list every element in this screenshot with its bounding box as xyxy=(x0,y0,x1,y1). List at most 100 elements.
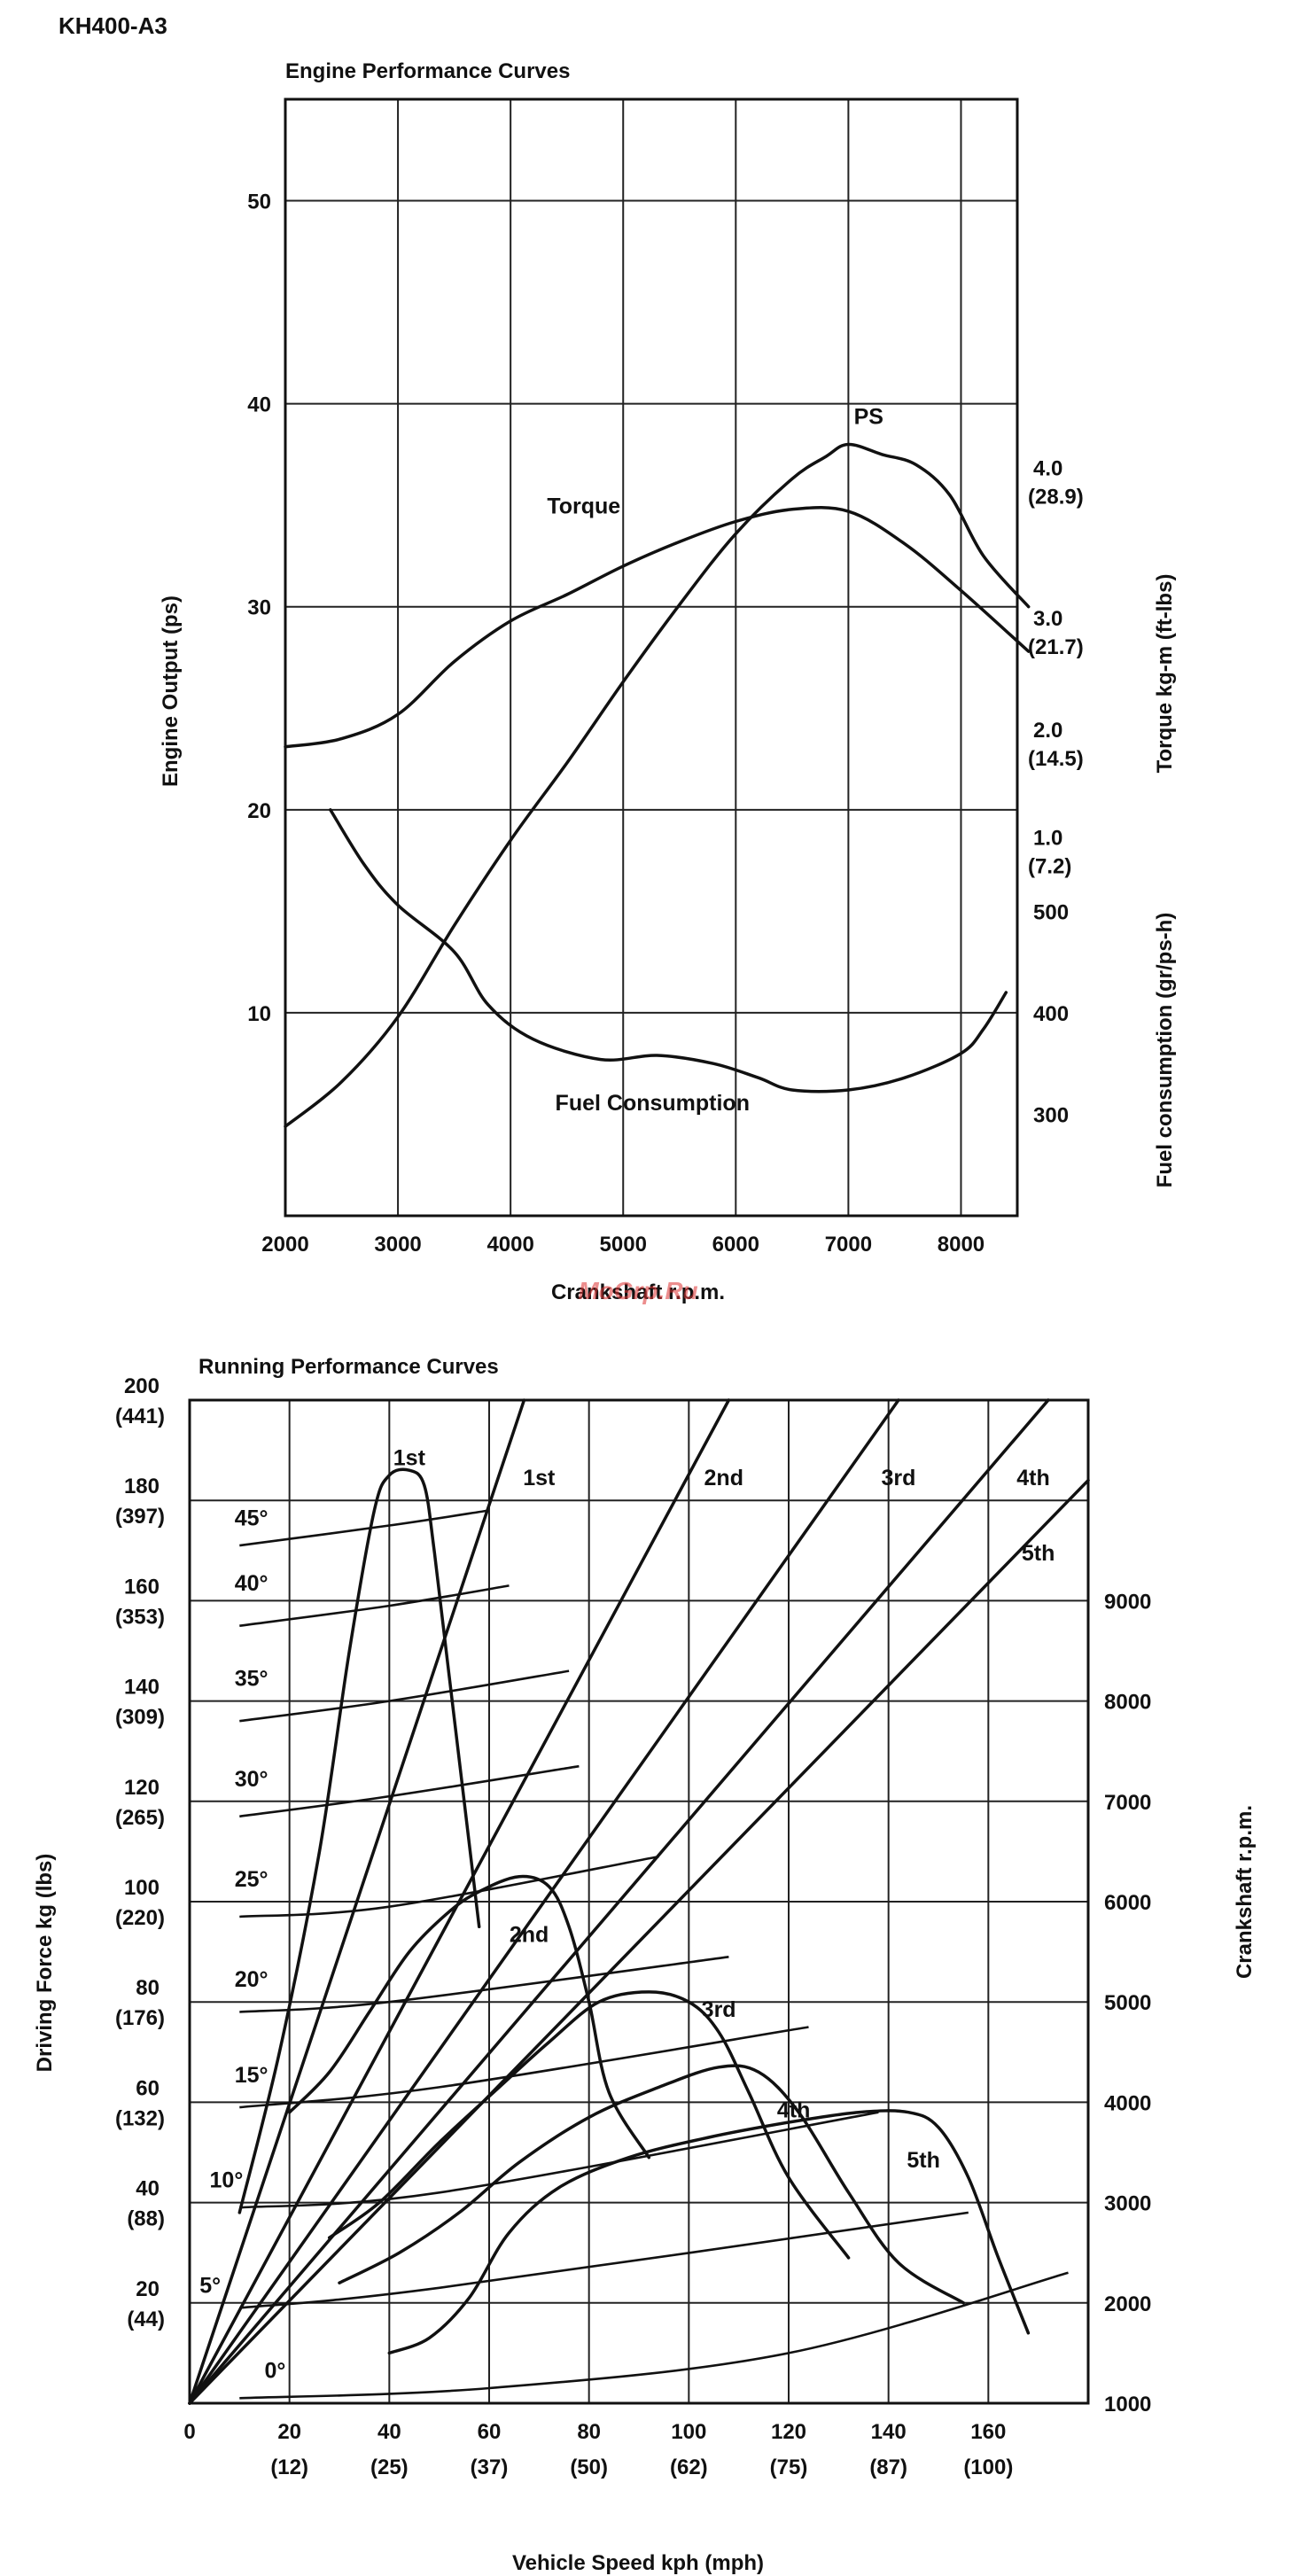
running-ytick-80: 80 xyxy=(136,1976,160,2000)
running-rpm-tick-2000: 2000 xyxy=(1104,2292,1151,2316)
engine-fuel-tick-400: 400 xyxy=(1033,1002,1069,1026)
engine-torque-tick-ftlbs: (14.5) xyxy=(1028,747,1084,771)
running-ytick-lbs-120: (265) xyxy=(115,1806,165,1830)
watermark-text: MoGrp.Ru xyxy=(578,1277,697,1304)
running-ytick-120: 120 xyxy=(124,1776,160,1800)
running-rpm-tick-8000: 8000 xyxy=(1104,1691,1151,1715)
running-rpm-tick-6000: 6000 xyxy=(1104,1891,1151,1915)
running-gear-label-3rd: 3rd xyxy=(881,1466,915,1490)
running-chart-title: Running Performance Curves xyxy=(198,1355,499,1379)
running-ytick-100: 100 xyxy=(124,1876,160,1900)
running-force-label-2nd: 2nd xyxy=(510,1922,549,1947)
engine-curve-ps xyxy=(284,442,1031,1128)
running-xtick-60: 60 xyxy=(478,2420,502,2444)
running-rpm-tick-7000: 7000 xyxy=(1104,1791,1151,1815)
engine-torque-tick: 2.0 xyxy=(1033,719,1062,743)
running-gear-label-4th: 4th xyxy=(1016,1466,1050,1490)
running-ytick-140: 140 xyxy=(124,1676,160,1700)
running-grade-label-45: 45° xyxy=(235,1506,269,1531)
engine-curve-fuel-consumption xyxy=(329,808,1008,1093)
running-ytick-lbs-20: (44) xyxy=(127,2308,165,2331)
engine-xtick-8000: 8000 xyxy=(938,1233,985,1257)
engine-torque-tick: 4.0 xyxy=(1033,457,1062,481)
engine-annotations: PS Torque Fuel Consumption xyxy=(547,405,883,1116)
running-ytick-160: 160 xyxy=(124,1575,160,1599)
running-force-label-1st: 1st xyxy=(393,1446,426,1471)
running-grade-line-10 xyxy=(239,2111,879,2209)
running-force-curve-5th xyxy=(387,2109,1031,2355)
running-xlabel: Vehicle Speed kph (mph) xyxy=(512,2551,764,2575)
running-xtick-mph-40: (25) xyxy=(370,2455,409,2479)
running-rpm-tick-4000: 4000 xyxy=(1104,2091,1151,2115)
running-ytick-20: 20 xyxy=(136,2277,160,2301)
running-series xyxy=(188,1398,1090,2405)
engine-torque-tick-ftlbs: (7.2) xyxy=(1028,855,1071,879)
engine-fuel-tick-300: 300 xyxy=(1033,1103,1069,1127)
engine-label-fuel-consumption: Fuel Consumption xyxy=(556,1091,750,1116)
engine-torque-tick: 3.0 xyxy=(1033,607,1062,631)
engine-torque-label: Torque kg-m (ft-lbs) xyxy=(1153,574,1177,774)
engine-fuel-tick-500: 500 xyxy=(1033,900,1069,924)
running-gear-line-1st xyxy=(188,1398,526,2405)
running-grade-label-25: 25° xyxy=(235,1867,269,1892)
running-gear-line-2nd xyxy=(188,1398,731,2405)
running-force-label-5th: 5th xyxy=(907,2148,940,2173)
running-grade-label-10: 10° xyxy=(210,2168,244,2193)
running-ytick-lbs-60: (132) xyxy=(115,2106,165,2130)
engine-ytick-20: 20 xyxy=(247,799,271,823)
engine-label-ps: PS xyxy=(854,405,883,430)
engine-curve-torque xyxy=(284,506,1031,749)
running-xtick-mph-20: (12) xyxy=(270,2455,308,2479)
engine-ytick-50: 50 xyxy=(247,191,271,214)
running-force-curve-4th xyxy=(338,2064,965,2305)
engine-ylabel: Engine Output (ps) xyxy=(159,595,183,787)
running-grade-line-30 xyxy=(239,1764,580,1818)
engine-xtick-2000: 2000 xyxy=(261,1233,308,1257)
running-force-label-3rd: 3rd xyxy=(702,1997,736,2022)
running-ylabel-right: Crankshaft r.p.m. xyxy=(1233,1805,1257,1979)
running-gear-label-1st: 1st xyxy=(523,1466,556,1490)
running-grade-label-35: 35° xyxy=(235,1667,269,1692)
running-xtick-40: 40 xyxy=(377,2420,401,2444)
engine-ytick-30: 30 xyxy=(247,596,271,620)
running-xtick-120: 120 xyxy=(771,2420,806,2444)
running-force-curve-2nd xyxy=(287,1874,651,2160)
engine-grid xyxy=(284,97,1019,1218)
running-xtick-mph-80: (50) xyxy=(570,2455,608,2479)
running-ytick-60: 60 xyxy=(136,2076,160,2100)
running-grade-label-30: 30° xyxy=(235,1767,269,1792)
running-ytick-lbs-40: (88) xyxy=(127,2207,165,2231)
running-ytick-lbs-160: (353) xyxy=(115,1605,165,1629)
engine-ytick-40: 40 xyxy=(247,393,271,417)
running-ytick-40: 40 xyxy=(136,2177,160,2201)
running-xtick-0: 0 xyxy=(183,2420,195,2444)
running-gear-line-3rd xyxy=(188,1398,900,2405)
running-rpm-tick-3000: 3000 xyxy=(1104,2192,1151,2216)
engine-ticks: 2000 3000 4000 5000 6000 7000 8000 10 20 30 40 50 4.… xyxy=(247,191,1083,1257)
running-gear-label-5th: 5th xyxy=(1022,1541,1055,1566)
running-grade-line-25 xyxy=(239,1855,659,1918)
engine-plot-frame xyxy=(284,97,1019,1218)
running-grade-line-35 xyxy=(239,1669,570,1723)
running-rpm-tick-5000: 5000 xyxy=(1104,1991,1151,2015)
running-plot-frame xyxy=(188,1398,1090,2405)
running-force-curve-3rd xyxy=(327,1990,851,2260)
engine-torque-tick-ftlbs: (28.9) xyxy=(1028,486,1084,510)
engine-xtick-7000: 7000 xyxy=(825,1233,872,1257)
running-grade-label-15: 15° xyxy=(235,2063,269,2088)
running-ytick-200: 200 xyxy=(124,1374,160,1398)
running-xtick-140: 140 xyxy=(871,2420,907,2444)
running-gear-label-2nd: 2nd xyxy=(704,1466,743,1490)
running-grade-label-5: 5° xyxy=(199,2273,221,2298)
running-gear-line-5th xyxy=(188,1478,1090,2405)
engine-fuel-label: Fuel consumption (gr/ps-h) xyxy=(1153,913,1177,1188)
running-grade-label-20: 20° xyxy=(235,1967,269,1992)
running-force-label-4th: 4th xyxy=(777,2097,811,2122)
engine-chart-title: Engine Performance Curves xyxy=(285,59,570,83)
running-grade-line-0 xyxy=(239,2271,1069,2400)
running-ytick-lbs-100: (220) xyxy=(115,1906,165,1930)
running-grade-line-20 xyxy=(239,1956,729,2013)
engine-xtick-3000: 3000 xyxy=(374,1233,421,1257)
running-grid xyxy=(188,1398,1090,2405)
